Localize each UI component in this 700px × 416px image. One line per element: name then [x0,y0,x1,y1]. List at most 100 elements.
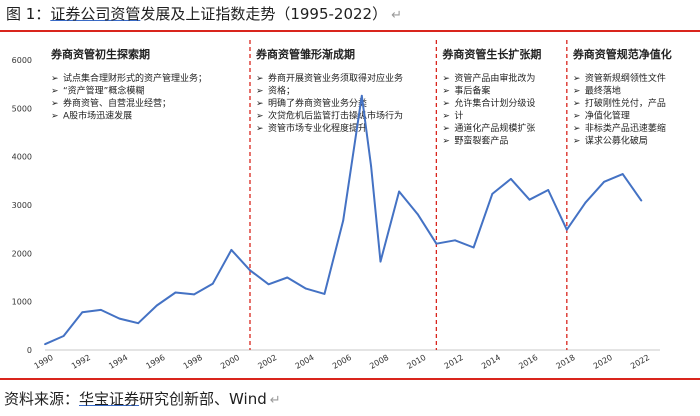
period-title: 券商资管初生探索期 [50,47,150,61]
y-tick-label: 0 [27,346,32,355]
period-note: 券商开展资管业务须取得对应业务 [268,72,403,84]
data-point [547,189,550,191]
source-note: 资料来源：华宝证券研究创新部、Wind ↵ [4,388,281,409]
arrow-bullet-icon: ➢ [442,87,450,97]
data-point [286,276,289,279]
arrow-bullet-icon: ➢ [256,99,264,109]
figure-title-underlined: 证券公司资管 [50,5,141,23]
data-point [379,260,382,263]
data-point [528,198,531,201]
period-note: 资管产品由审批改为 [454,72,535,84]
arrow-bullet-icon: ➢ [256,124,264,134]
y-tick-label: 6000 [12,56,32,65]
arrow-bullet-icon: ➢ [51,112,59,122]
x-tick-label: 1998 [182,353,204,371]
data-point [211,282,214,285]
data-point [44,343,46,346]
period-note: 计 [454,110,463,122]
x-tick-label: 2014 [480,353,502,371]
arrow-bullet-icon: ➢ [51,74,59,84]
data-point [510,178,512,180]
data-point [100,308,102,311]
figure-title-text: 发展及上证指数走势（1995-2022） [140,5,388,23]
period-note: 野蛮裂套产品 [454,135,508,147]
data-point [640,199,643,202]
arrow-bullet-icon: ➢ [573,137,581,147]
data-point [565,228,568,231]
x-tick-label: 2020 [592,353,614,371]
data-point [584,201,587,204]
x-tick-label: 2006 [331,353,353,371]
x-tick-label: 2000 [219,353,241,371]
period-note: A股市场迅速发展 [63,110,132,122]
series-line [44,94,643,346]
y-tick-label: 2000 [12,249,32,258]
source-label: 资料来源： [4,390,80,408]
x-tick-label: 2002 [256,353,278,371]
period-note: 允许集合计划分级设 [454,97,535,109]
period-note: 谋求公募化破局 [585,135,648,147]
period-note: 次贷危机后监管打击操纵市场行为 [268,110,403,122]
arrow-bullet-icon: ➢ [442,137,450,147]
data-point [155,304,158,307]
period-note: 券商资管、自营混业经营； [63,97,171,109]
data-point [454,239,456,242]
arrow-bullet-icon: ➢ [256,112,264,122]
period-note: 资格； [268,85,295,97]
period-note: 净值化管理 [585,110,630,122]
return-mark-icon: ↵ [269,393,281,408]
period-title: 券商资管生长扩张期 [441,47,541,61]
arrow-bullet-icon: ➢ [51,87,59,97]
data-point [323,293,326,295]
x-tick-label: 1992 [70,353,92,371]
data-point [193,293,195,296]
data-point [491,192,494,195]
data-point [435,242,438,245]
x-tick-label: 1990 [33,353,55,371]
period-note: “资产管理”概念模糊 [63,85,144,97]
period-title: 券商资管雏形渐成期 [255,47,355,61]
period-note: 最终落地 [585,85,621,97]
data-point [472,246,475,249]
data-point [174,291,177,294]
data-point [603,180,605,183]
x-tick-label: 2008 [368,353,390,371]
data-point [305,287,307,290]
x-tick-label: 2010 [405,353,427,371]
bottom-rule [0,378,700,380]
source-text: 研究创新部、Wind [139,390,267,408]
arrow-bullet-icon: ➢ [573,99,581,109]
period-note: 明确了券商资管业务分类 [268,97,367,109]
data-point [118,317,121,320]
period-note: 事后备案 [454,85,490,97]
arrow-bullet-icon: ➢ [573,87,581,97]
source-underlined: 华宝证券 [79,390,140,408]
data-point [621,173,624,175]
period-note: 非标类产品迅速萎缩 [585,122,666,134]
data-point [62,335,65,337]
x-tick-label: 2012 [443,353,465,371]
line-chart: 0 1000 2000 3000 4000 5000 6000 1990 1992 1994 199… [12,40,672,371]
y-tick-label: 3000 [12,201,32,210]
data-point [267,283,270,286]
period-note: 资管新规纲领性文件 [585,72,666,84]
figure-title: 图 1：证券公司资管发展及上证指数走势（1995-2022） ↵ [6,2,402,26]
data-point [360,94,363,97]
arrow-bullet-icon: ➢ [442,99,450,109]
data-point [249,269,251,272]
y-tick-label: 4000 [12,153,32,162]
x-tick-label: 2018 [555,353,577,371]
arrow-bullet-icon: ➢ [442,124,450,134]
period-note: 资管市场专业化程度提升 [268,122,367,134]
data-point [342,219,345,222]
data-point [81,311,84,314]
arrow-bullet-icon: ➢ [51,99,59,109]
period-note: 通道化产品规模扩张 [454,122,535,134]
arrow-bullet-icon: ➢ [573,74,581,84]
period-title: 券商资管规范净值化 [572,47,672,61]
data-point [416,213,419,216]
period-note: 试点集合理财形式的资产管理业务； [63,72,207,84]
x-tick-label: 2022 [629,353,651,371]
y-tick-label: 5000 [12,104,32,113]
figure-number: 图 1： [6,5,51,23]
